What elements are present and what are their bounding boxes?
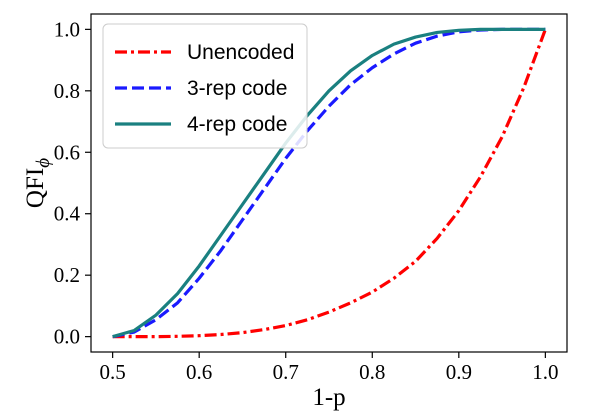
y-tick-label-5: 1.0 <box>54 17 80 41</box>
y-axis-label-subscript: ϕ <box>33 158 54 168</box>
x-tick-label-5: 1.0 <box>532 360 558 384</box>
legend: Unencoded 3-rep code 4-rep code <box>102 23 308 149</box>
x-axis-label: 1-p <box>312 384 345 411</box>
y-tick-label-0: 0.0 <box>54 325 80 349</box>
x-tick-label-1: 0.6 <box>186 360 212 384</box>
plot-area <box>112 27 547 339</box>
legend-label-1: 3-rep code <box>187 77 287 100</box>
legend-box <box>102 23 308 149</box>
y-axis-label-main: QFI <box>22 168 49 208</box>
x-tick-label-2: 0.7 <box>273 360 299 384</box>
y-tick-label-3: 0.6 <box>54 140 80 164</box>
legend-label-0: Unencoded <box>187 41 294 64</box>
y-tick-label-1: 0.2 <box>54 263 80 287</box>
x-tick-label-4: 0.9 <box>446 360 472 384</box>
series-line-1 <box>112 27 546 339</box>
y-tick-label-2: 0.4 <box>54 202 81 226</box>
legend-label-2: 4-rep code <box>187 113 287 136</box>
y-tick-label-4: 0.8 <box>54 79 80 103</box>
series-line-0 <box>112 28 547 339</box>
axes-frame <box>90 13 568 353</box>
series-line-2 <box>112 27 546 339</box>
x-tick-label-3: 0.8 <box>359 360 385 384</box>
axes: 0.5 0.6 0.7 0.8 0.9 1.0 0.0 0.2 0.4 0.6 0.8 1.0 1-p Q… <box>22 13 568 411</box>
x-tick-label-0: 0.5 <box>100 360 126 384</box>
y-axis-label: QFIϕ <box>22 158 54 208</box>
